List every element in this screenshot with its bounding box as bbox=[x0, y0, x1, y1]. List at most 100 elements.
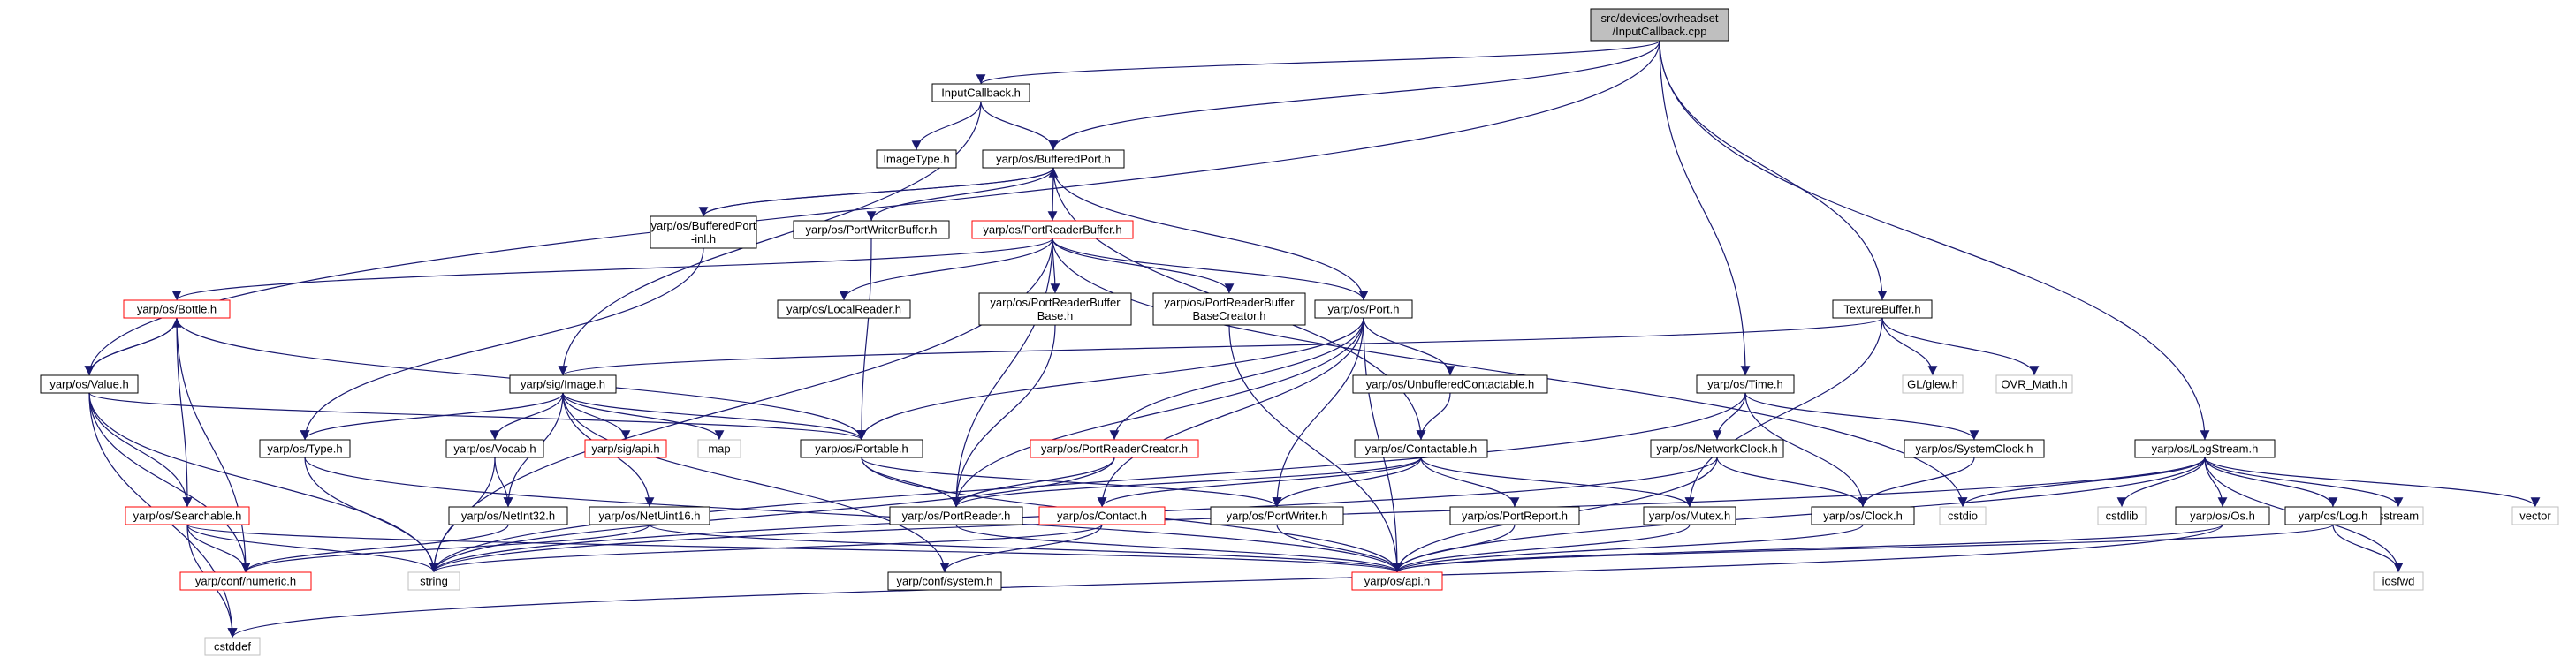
edge-os-to-cstddef bbox=[227, 524, 2223, 639]
edge-bufferedportinl-to-type bbox=[300, 247, 704, 441]
edge-contact-to-system bbox=[939, 524, 1103, 573]
node-label: yarp/conf/system.h bbox=[896, 575, 992, 588]
node-portwriter[interactable]: yarp/os/PortWriter.h bbox=[1210, 506, 1344, 525]
node-box bbox=[448, 506, 568, 525]
node-label: yarp/os/PortReaderBuffer bbox=[1164, 296, 1295, 309]
node-label: yarp/os/Value.h bbox=[49, 378, 128, 391]
node-searchable[interactable]: yarp/os/Searchable.h bbox=[125, 506, 250, 525]
edge-contactable-to-contact bbox=[1097, 457, 1422, 508]
node-api[interactable]: yarp/os/api.h bbox=[1351, 571, 1443, 591]
node-mutex[interactable]: yarp/os/Mutex.h bbox=[1643, 506, 1736, 525]
node-sstream: sstream bbox=[2373, 506, 2424, 525]
edge-netint32-to-numeric bbox=[240, 524, 509, 573]
node-networkclock[interactable]: yarp/os/NetworkClock.h bbox=[1650, 439, 1784, 458]
node-time[interactable]: yarp/os/Time.h bbox=[1696, 374, 1795, 394]
node-imagetype[interactable]: ImageType.h bbox=[876, 149, 957, 169]
node-label: InputCallback.h bbox=[941, 87, 1021, 100]
node-label: yarp/os/NetInt32.h bbox=[461, 510, 555, 523]
node-label: /InputCallback.cpp bbox=[1613, 25, 1707, 38]
node-netint32[interactable]: yarp/os/NetInt32.h bbox=[448, 506, 568, 525]
edge-inputcallback-to-bufferedport bbox=[980, 101, 1059, 151]
node-label: yarp/sig/api.h bbox=[591, 442, 659, 456]
node-box bbox=[1811, 506, 1915, 525]
node-root[interactable]: src/devices/ovrheadset/InputCallback.cpp bbox=[1590, 8, 1729, 42]
node-box bbox=[887, 571, 1002, 591]
node-label: yarp/os/PortReport.h bbox=[1462, 510, 1568, 523]
node-box bbox=[1904, 439, 2045, 458]
node-box bbox=[1650, 439, 1784, 458]
node-box bbox=[931, 83, 1030, 102]
node-unbuffered[interactable]: yarp/os/UnbufferedContactable.h bbox=[1352, 374, 1548, 394]
node-system[interactable]: yarp/conf/system.h bbox=[887, 571, 1002, 591]
node-label: yarp/os/Port.h bbox=[1328, 303, 1400, 316]
edge-prbbasecreator-to-api bbox=[1228, 324, 1402, 573]
edge-portreaderbuffer-to-portreader bbox=[951, 238, 1053, 508]
node-portable[interactable]: yarp/os/Portable.h bbox=[800, 439, 923, 458]
edge-log-to-iosfwd bbox=[2332, 524, 2404, 573]
node-log[interactable]: yarp/os/Log.h bbox=[2284, 506, 2382, 525]
node-bufferedportinl[interactable]: yarp/os/BufferedPort-inl.h bbox=[650, 215, 757, 249]
node-contactable[interactable]: yarp/os/Contactable.h bbox=[1354, 439, 1488, 458]
node-box bbox=[1696, 374, 1795, 394]
node-portreader[interactable]: yarp/os/PortReader.h bbox=[889, 506, 1023, 525]
node-box bbox=[971, 220, 1134, 239]
edge-prbbase-to-portreader bbox=[951, 324, 1056, 508]
node-portreport[interactable]: yarp/os/PortReport.h bbox=[1449, 506, 1580, 525]
node-label: yarp/os/PortWriterBuffer.h bbox=[805, 223, 937, 237]
node-string: string bbox=[407, 571, 460, 591]
node-box bbox=[1314, 299, 1413, 319]
edge-logstream-to-vector bbox=[2204, 457, 2541, 508]
node-portwriterbuffer[interactable]: yarp/os/PortWriterBuffer.h bbox=[793, 220, 950, 239]
edge-type-to-string bbox=[304, 457, 439, 573]
node-os[interactable]: yarp/os/Os.h bbox=[2175, 506, 2270, 525]
node-box bbox=[2284, 506, 2382, 525]
node-texturebuffer[interactable]: TextureBuffer.h bbox=[1832, 299, 1933, 319]
edge-portable-to-portwriter bbox=[861, 457, 1282, 508]
node-box bbox=[589, 506, 710, 525]
edge-port-to-portable bbox=[856, 317, 1364, 441]
node-cstdio: cstdio bbox=[1939, 506, 1987, 525]
node-label: ImageType.h bbox=[883, 153, 949, 166]
node-value[interactable]: yarp/os/Value.h bbox=[40, 374, 139, 394]
node-portreaderbuffer[interactable]: yarp/os/PortReaderBuffer.h bbox=[971, 220, 1134, 239]
edge-value-to-portable bbox=[88, 392, 867, 441]
edge-logstream-to-sstream bbox=[2204, 457, 2404, 508]
edge-portreadercreator-to-portreader bbox=[951, 457, 1115, 508]
node-box bbox=[407, 571, 460, 591]
node-label: TextureBuffer.h bbox=[1843, 303, 1920, 316]
edge-portwriter-to-api bbox=[1276, 524, 1402, 573]
node-label: map bbox=[708, 442, 730, 456]
node-vocab[interactable]: yarp/os/Vocab.h bbox=[445, 439, 544, 458]
node-box bbox=[40, 374, 139, 394]
node-localreader[interactable]: yarp/os/LocalReader.h bbox=[777, 299, 911, 319]
node-image[interactable]: yarp/sig/Image.h bbox=[509, 374, 617, 394]
node-box bbox=[982, 149, 1125, 169]
node-label: yarp/os/Type.h bbox=[267, 442, 342, 456]
node-type[interactable]: yarp/os/Type.h bbox=[259, 439, 351, 458]
node-box bbox=[123, 299, 231, 319]
node-portreadercreator[interactable]: yarp/os/PortReaderCreator.h bbox=[1030, 439, 1199, 458]
node-label: yarp/os/Contactable.h bbox=[1365, 442, 1477, 456]
edge-portreaderbuffer-to-localreader bbox=[839, 238, 1053, 301]
node-numeric[interactable]: yarp/conf/numeric.h bbox=[179, 571, 312, 591]
node-netuint16[interactable]: yarp/os/NetUint16.h bbox=[589, 506, 710, 525]
node-box bbox=[650, 215, 757, 249]
node-bottle[interactable]: yarp/os/Bottle.h bbox=[123, 299, 231, 319]
edge-searchable-to-api bbox=[186, 524, 1402, 573]
node-logstream[interactable]: yarp/os/LogStream.h bbox=[2134, 439, 2276, 458]
node-systemclock[interactable]: yarp/os/SystemClock.h bbox=[1904, 439, 2045, 458]
node-clock[interactable]: yarp/os/Clock.h bbox=[1811, 506, 1915, 525]
node-contact[interactable]: yarp/os/Contact.h bbox=[1038, 506, 1166, 525]
edge-portreaderbuffer-to-prbbasecreator bbox=[1052, 238, 1235, 294]
node-map: map bbox=[697, 439, 741, 458]
edge-value-to-string bbox=[88, 392, 439, 573]
node-port[interactable]: yarp/os/Port.h bbox=[1314, 299, 1413, 319]
node-label: yarp/os/LocalReader.h bbox=[786, 303, 901, 316]
node-label: yarp/os/Time.h bbox=[1707, 378, 1783, 391]
node-bufferedport[interactable]: yarp/os/BufferedPort.h bbox=[982, 149, 1125, 169]
node-inputcallback[interactable]: InputCallback.h bbox=[931, 83, 1030, 102]
edge-contactable-to-portwriter bbox=[1272, 457, 1422, 508]
node-sigapi[interactable]: yarp/sig/api.h bbox=[584, 439, 667, 458]
